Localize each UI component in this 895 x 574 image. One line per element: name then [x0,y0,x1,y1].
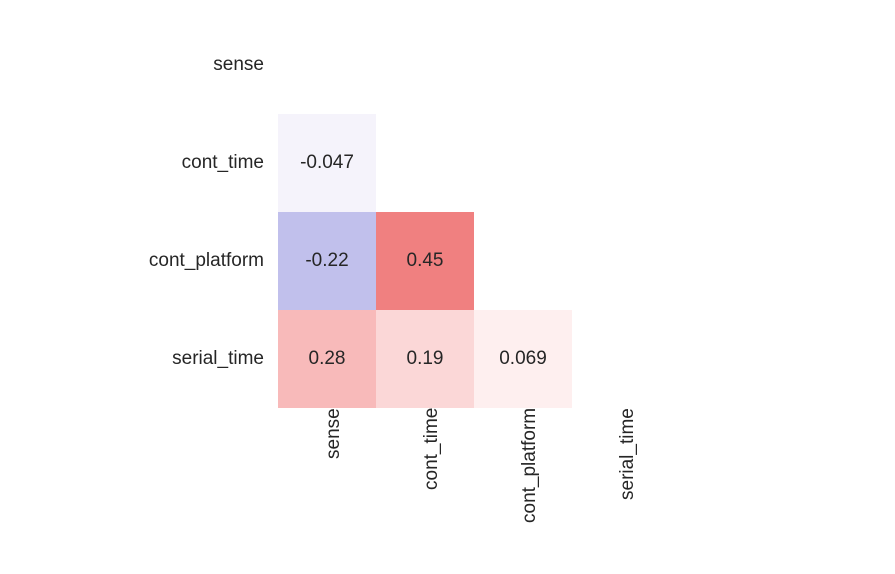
heatmap-cell: -0.22 [278,212,376,310]
heatmap-cell: 0.45 [376,212,474,310]
heatmap-cell: 0.069 [474,310,572,408]
y-label-cont_platform: cont_platform [88,212,278,310]
x-label-cont_platform: cont_platform [474,408,572,568]
heatmap-cell: -0.047 [278,114,376,212]
heatmap-cell: 0.19 [376,310,474,408]
x-label-cont_time: cont_time [376,408,474,568]
y-label-cont_time: cont_time [88,114,278,212]
heatmap-cell: 0.28 [278,310,376,408]
y-label-serial_time: serial_time [88,310,278,408]
x-axis-labels: sensecont_timecont_platformserial_time [278,408,670,568]
correlation-heatmap: sensecont_timecont_platformserial_time -… [0,0,895,574]
x-label-sense: sense [278,408,376,568]
heatmap-grid: -0.047-0.220.450.280.190.069 [278,16,670,408]
x-label-serial_time: serial_time [572,408,670,568]
y-axis-labels: sensecont_timecont_platformserial_time [88,16,278,408]
y-label-sense: sense [88,16,278,114]
